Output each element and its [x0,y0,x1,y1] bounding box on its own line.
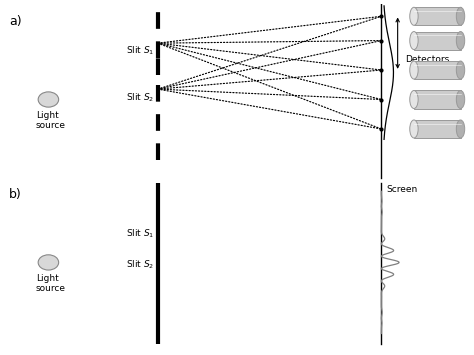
Ellipse shape [410,32,418,50]
Text: Slit $S_2$: Slit $S_2$ [126,258,154,271]
Text: Slit $S_1$: Slit $S_1$ [126,228,154,240]
Circle shape [38,92,59,107]
Bar [414,61,461,79]
Ellipse shape [456,32,465,50]
Text: a): a) [9,15,21,28]
Ellipse shape [456,7,465,25]
Ellipse shape [456,61,465,79]
Text: Screen: Screen [386,185,417,194]
Ellipse shape [410,120,418,138]
Ellipse shape [410,61,418,79]
Bar [414,91,461,109]
Circle shape [38,255,59,270]
Ellipse shape [410,7,418,25]
Text: Slit $S_1$: Slit $S_1$ [126,45,154,57]
Bar [414,120,461,138]
Text: Light
source: Light source [36,273,66,293]
Ellipse shape [456,91,465,109]
Bar [414,7,461,25]
Text: Detectors: Detectors [406,55,450,64]
Ellipse shape [410,91,418,109]
Text: Slit $S_2$: Slit $S_2$ [126,92,154,104]
Text: Light
source: Light source [36,111,66,130]
Ellipse shape [456,120,465,138]
Bar [414,32,461,50]
Text: b): b) [9,188,22,201]
